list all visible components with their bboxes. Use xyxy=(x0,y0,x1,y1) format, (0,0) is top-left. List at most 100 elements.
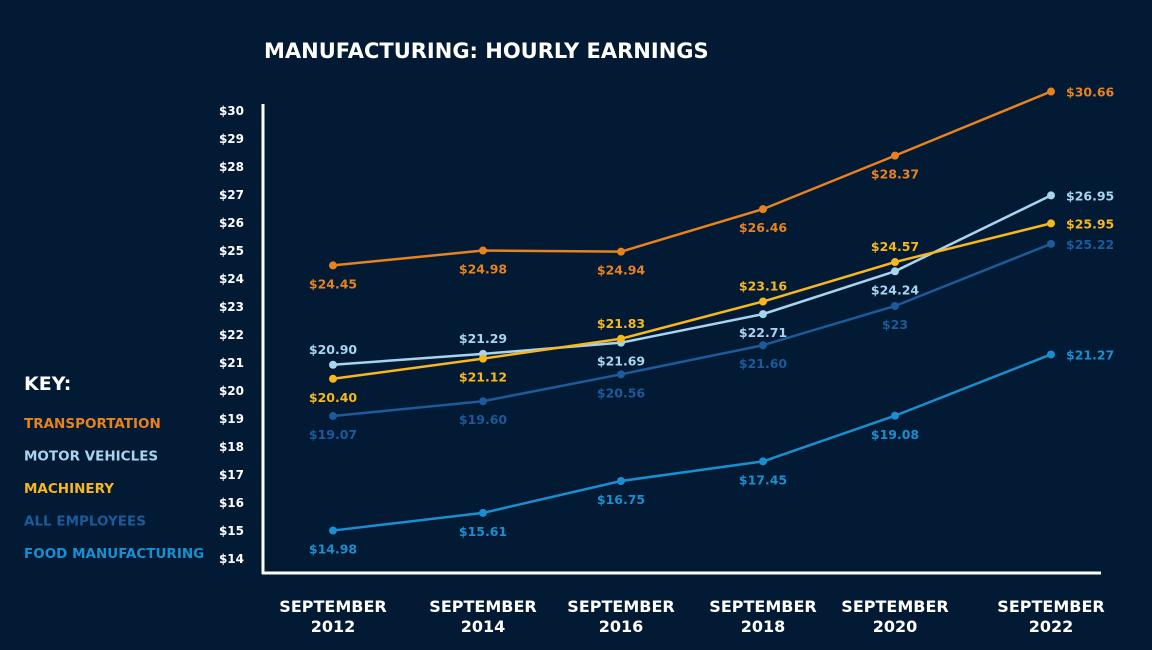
x-tick-label: 2014 xyxy=(461,617,506,636)
data-point xyxy=(891,411,899,420)
data-label: $28.37 xyxy=(871,167,919,182)
x-tick-label: SEPTEMBER xyxy=(997,597,1104,616)
y-tick-label: $28 xyxy=(219,160,244,174)
data-point xyxy=(759,310,767,319)
series-line xyxy=(332,353,1052,532)
data-point xyxy=(479,354,487,363)
series-line xyxy=(332,194,1052,367)
x-tick-label: SEPTEMBER xyxy=(429,597,536,616)
data-point xyxy=(891,267,899,276)
data-point xyxy=(617,334,625,343)
y-tick-label: $27 xyxy=(219,188,244,202)
data-label: $26.46 xyxy=(739,220,788,235)
data-label: $21.83 xyxy=(597,316,645,331)
x-tick-label: 2016 xyxy=(599,617,644,636)
data-label: $26.95 xyxy=(1066,188,1114,203)
data-point xyxy=(617,477,625,485)
data-label: $19.07 xyxy=(309,427,357,442)
data-point xyxy=(891,151,899,160)
series-line xyxy=(332,222,1052,381)
data-point xyxy=(329,374,337,383)
data-point xyxy=(759,341,767,350)
y-tick-label: $26 xyxy=(219,216,244,230)
data-label: $20.40 xyxy=(309,390,358,405)
data-point xyxy=(891,302,899,310)
data-label: $25.95 xyxy=(1066,216,1114,231)
y-tick-label: $29 xyxy=(219,132,244,146)
x-tick-label: 2018 xyxy=(741,617,786,636)
data-label: $20.90 xyxy=(309,342,358,357)
y-tick-label: $21 xyxy=(219,356,244,370)
data-label: $21.12 xyxy=(459,370,507,385)
x-tick-label: 2020 xyxy=(873,617,918,636)
data-label: $17.45 xyxy=(739,472,787,487)
y-tick-label: $20 xyxy=(219,384,244,398)
data-point xyxy=(329,261,337,270)
data-label: $30.66 xyxy=(1066,85,1115,100)
data-point xyxy=(617,370,625,379)
data-point xyxy=(891,258,899,267)
x-tick-label: 2012 xyxy=(311,617,356,636)
data-point xyxy=(617,247,625,256)
series-line xyxy=(332,242,1052,418)
data-point xyxy=(479,397,487,406)
data-point xyxy=(1047,350,1055,359)
data-point xyxy=(759,205,767,214)
y-tick-label: $24 xyxy=(219,272,244,286)
y-tick-label: $17 xyxy=(219,468,244,482)
x-tick-label: 2022 xyxy=(1029,617,1074,636)
data-point xyxy=(329,360,337,369)
y-tick-label: $14 xyxy=(219,552,244,566)
data-label: $24.57 xyxy=(871,239,919,254)
legend-item: FOOD MANUFACTURING xyxy=(24,546,204,562)
data-label: $24.24 xyxy=(871,282,920,297)
data-label: $21.29 xyxy=(459,331,507,346)
y-tick-label: $19 xyxy=(219,412,244,426)
data-label: $24.94 xyxy=(597,263,646,278)
data-label: $24.45 xyxy=(309,276,357,291)
y-tick-label: $18 xyxy=(219,440,244,454)
x-tick-label: SEPTEMBER xyxy=(841,597,948,616)
y-tick-label: $25 xyxy=(219,244,244,258)
data-label: $19.60 xyxy=(459,412,508,427)
data-point xyxy=(479,508,487,517)
legend-item: ALL EMPLOYEES xyxy=(24,514,146,530)
y-tick-label: $15 xyxy=(219,524,244,538)
data-label: $14.98 xyxy=(309,542,357,557)
data-point xyxy=(479,246,487,255)
data-label: $16.75 xyxy=(597,492,645,507)
y-tick-label: $30 xyxy=(219,104,244,118)
legend-item: MACHINERY xyxy=(24,481,114,497)
x-tick-label: SEPTEMBER xyxy=(279,597,386,616)
data-label: $22.71 xyxy=(739,325,787,340)
data-point xyxy=(759,297,767,306)
data-point xyxy=(1047,87,1055,96)
data-label: $21.69 xyxy=(597,354,645,369)
x-tick-label: SEPTEMBER xyxy=(567,597,674,616)
data-label: $20.56 xyxy=(597,385,646,400)
data-label: $21.60 xyxy=(739,356,788,371)
data-point xyxy=(759,457,767,466)
legend-title: KEY: xyxy=(24,373,71,395)
data-label: $15.61 xyxy=(459,524,507,539)
data-point xyxy=(1047,191,1055,200)
x-tick-label: SEPTEMBER xyxy=(709,597,816,616)
data-label: $23.16 xyxy=(739,279,788,294)
legend-item: TRANSPORTATION xyxy=(24,416,161,432)
data-point xyxy=(329,526,337,535)
chart-title: MANUFACTURING: HOURLY EARNINGS xyxy=(264,39,709,63)
y-tick-label: $23 xyxy=(219,300,244,314)
data-point xyxy=(1047,239,1055,248)
series-line xyxy=(332,90,1052,267)
data-label: $19.08 xyxy=(871,427,919,442)
data-point xyxy=(329,412,337,421)
data-label: $24.98 xyxy=(459,262,507,277)
data-label: $23 xyxy=(882,317,908,332)
legend-item: MOTOR VEHICLES xyxy=(24,449,158,465)
data-point xyxy=(1047,219,1055,228)
y-tick-label: $22 xyxy=(219,328,244,342)
data-label: $25.22 xyxy=(1066,237,1114,252)
data-label: $21.27 xyxy=(1066,347,1114,362)
y-tick-label: $16 xyxy=(219,496,244,510)
